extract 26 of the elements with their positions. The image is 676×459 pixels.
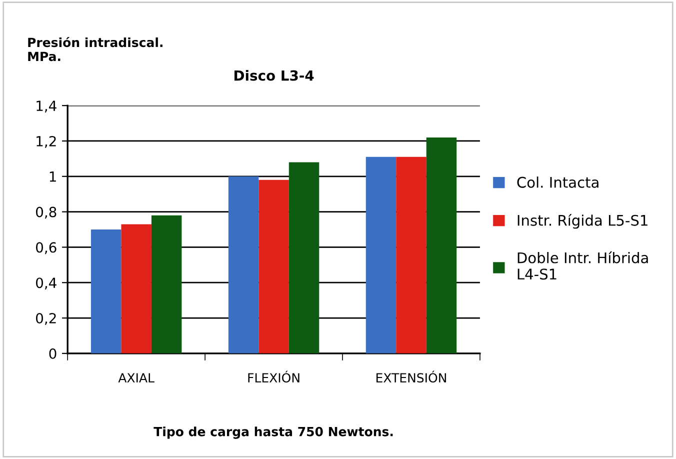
x-tick-label: AXIAL [118,373,154,382]
y-tick-label: 0 [49,348,56,359]
x-tick-label: FLEXIÓN [248,370,300,383]
y-tick-label: 0,6 [36,242,56,254]
y-tick-label: 0,2 [36,312,56,325]
bar [426,137,457,354]
bar [228,176,259,354]
chart-title: Disco L3-4 [234,70,314,81]
legend-label: Instr. Rígida L5-S1 [518,214,648,229]
bar [258,180,289,354]
y-tick-label: 0,4 [36,278,56,290]
y-axis-title: Presión intradiscal. MPa. [28,36,162,62]
bar [366,156,396,354]
y-tick-label: 1,4 [36,100,56,112]
x-axis-title: Tipo de carga hasta 750 Newtons. [154,426,393,439]
y-tick-label: 1 [50,172,56,182]
y-tick-label: 1,2 [36,136,56,148]
x-tick-label: EXTENSIÓN [376,370,446,383]
bar [288,162,320,354]
legend-label: Doble Intr. Híbrida L4-S1 [518,251,648,280]
bar [90,230,122,354]
y-tick-label: 0,8 [36,206,56,219]
bar [151,215,182,354]
legend-label: Col. Intacta [517,176,598,188]
bar [396,156,426,354]
bar [121,224,152,354]
